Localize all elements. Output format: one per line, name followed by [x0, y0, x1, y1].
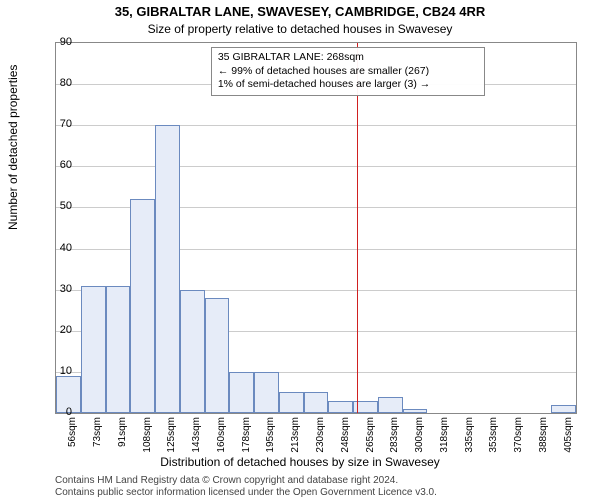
xtick-label: 230sqm	[315, 417, 326, 457]
gridline	[56, 125, 576, 126]
xtick-label: 248sqm	[340, 417, 351, 457]
histogram-bar	[205, 298, 230, 413]
x-axis-label: Distribution of detached houses by size …	[0, 455, 600, 469]
histogram-bar	[229, 372, 254, 413]
xtick-label: 143sqm	[191, 417, 202, 457]
title-main: 35, GIBRALTAR LANE, SWAVESEY, CAMBRIDGE,…	[0, 4, 600, 19]
xtick-label: 195sqm	[265, 417, 276, 457]
reference-line	[357, 43, 358, 413]
ytick-label: 90	[60, 36, 72, 48]
xtick-label: 388sqm	[538, 417, 549, 457]
histogram-bar	[130, 199, 155, 413]
xtick-label: 73sqm	[92, 417, 103, 457]
histogram-bar	[403, 409, 428, 413]
chart-container: 35, GIBRALTAR LANE, SWAVESEY, CAMBRIDGE,…	[0, 0, 600, 500]
xtick-label: 265sqm	[365, 417, 376, 457]
histogram-bar	[304, 392, 329, 413]
xtick-label: 56sqm	[67, 417, 78, 457]
xtick-label: 108sqm	[142, 417, 153, 457]
xtick-label: 335sqm	[464, 417, 475, 457]
xtick-label: 300sqm	[414, 417, 425, 457]
ytick-label: 50	[60, 200, 72, 212]
xtick-label: 370sqm	[513, 417, 524, 457]
ytick-label: 60	[60, 159, 72, 171]
info-line: ← 99% of detached houses are smaller (26…	[218, 65, 478, 79]
gridline	[56, 166, 576, 167]
histogram-bar	[106, 286, 131, 413]
ytick-label: 80	[60, 77, 72, 89]
info-line: 35 GIBRALTAR LANE: 268sqm	[218, 51, 478, 65]
ytick-label: 30	[60, 283, 72, 295]
ytick-label: 70	[60, 118, 72, 130]
xtick-label: 405sqm	[563, 417, 574, 457]
histogram-bar	[254, 372, 279, 413]
ytick-label: 20	[60, 324, 72, 336]
xtick-label: 318sqm	[439, 417, 450, 457]
y-axis-label: Number of detached properties	[6, 65, 20, 230]
xtick-label: 125sqm	[166, 417, 177, 457]
xtick-label: 283sqm	[389, 417, 400, 457]
xtick-label: 213sqm	[290, 417, 301, 457]
xtick-label: 91sqm	[117, 417, 128, 457]
histogram-bar	[180, 290, 205, 413]
xtick-label: 353sqm	[488, 417, 499, 457]
ytick-label: 40	[60, 242, 72, 254]
histogram-bar	[328, 401, 353, 413]
attribution-line2: Contains public sector information licen…	[55, 487, 437, 498]
histogram-bar	[155, 125, 180, 413]
histogram-bar	[279, 392, 304, 413]
info-box: 35 GIBRALTAR LANE: 268sqm← 99% of detach…	[211, 47, 485, 96]
title-sub: Size of property relative to detached ho…	[0, 22, 600, 36]
info-line: 1% of semi-detached houses are larger (3…	[218, 78, 478, 92]
ytick-label: 10	[60, 365, 72, 377]
xtick-label: 178sqm	[241, 417, 252, 457]
attribution-line1: Contains HM Land Registry data © Crown c…	[55, 475, 398, 486]
plot-area	[55, 42, 577, 414]
xtick-label: 160sqm	[216, 417, 227, 457]
histogram-bar	[378, 397, 403, 413]
histogram-bar	[551, 405, 576, 413]
histogram-bar	[81, 286, 106, 413]
